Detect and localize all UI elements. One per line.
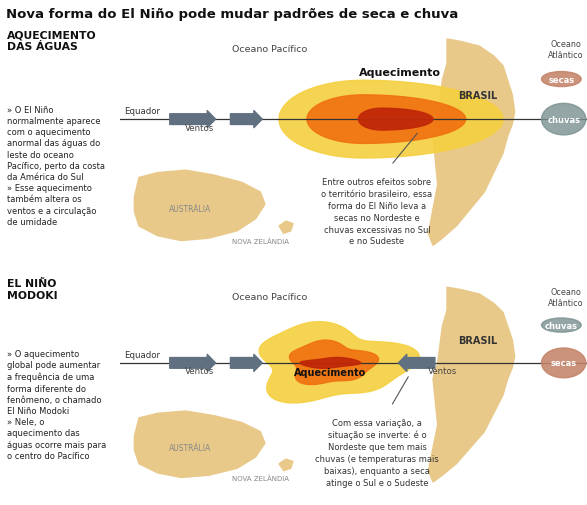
Text: NOVA ZELÂNDIA: NOVA ZELÂNDIA (232, 238, 289, 244)
Text: Oceano
Atlântico: Oceano Atlântico (548, 40, 584, 60)
Polygon shape (429, 40, 515, 246)
Polygon shape (279, 222, 293, 234)
Text: Oceano Pacífico: Oceano Pacífico (232, 45, 307, 54)
Polygon shape (279, 81, 503, 159)
Text: AUSTRÁLIA: AUSTRÁLIA (169, 443, 211, 452)
Text: secas: secas (548, 75, 575, 84)
Text: Oceano Pacífico: Oceano Pacífico (232, 292, 307, 301)
Text: Ventos: Ventos (185, 367, 214, 375)
Text: EL NIÑO
MODOKI: EL NIÑO MODOKI (7, 279, 58, 300)
Polygon shape (429, 288, 515, 482)
Polygon shape (300, 358, 360, 369)
Text: secas: secas (551, 359, 577, 368)
Text: AQUECIMENTO
DAS ÁGUAS: AQUECIMENTO DAS ÁGUAS (7, 30, 97, 52)
Text: Oceano
Atlântico: Oceano Atlântico (548, 288, 584, 308)
Text: Ventos: Ventos (428, 367, 457, 375)
Polygon shape (134, 171, 265, 241)
Text: chuvas: chuvas (545, 321, 578, 330)
Ellipse shape (541, 104, 586, 136)
Text: Equador: Equador (124, 107, 160, 116)
Text: NOVA ZELÂNDIA: NOVA ZELÂNDIA (232, 474, 289, 481)
Ellipse shape (541, 318, 581, 332)
Polygon shape (358, 109, 433, 131)
Text: Nova forma do El Niño pode mudar padrões de seca e chuva: Nova forma do El Niño pode mudar padrões… (6, 8, 458, 21)
Polygon shape (134, 411, 265, 478)
Text: Aquecimento: Aquecimento (359, 68, 441, 78)
Text: » O aquecimento
global pode aumentar
a frequência de uma
forma diferente do
fenô: » O aquecimento global pode aumentar a f… (7, 349, 106, 460)
Text: Ventos: Ventos (185, 124, 214, 133)
Text: Entre outros efeitos sobre
o território brasileiro, essa
forma do El Niño leva a: Entre outros efeitos sobre o território … (322, 178, 433, 246)
Polygon shape (307, 95, 465, 144)
Polygon shape (259, 322, 419, 403)
Ellipse shape (541, 348, 586, 378)
Ellipse shape (541, 72, 581, 87)
Text: chuvas: chuvas (547, 116, 580, 124)
Text: Aquecimento: Aquecimento (294, 368, 366, 378)
Text: BRASIL: BRASIL (458, 91, 497, 100)
Polygon shape (279, 459, 293, 471)
Polygon shape (289, 340, 379, 385)
Text: Com essa variação, a
situação se inverte: é o
Nordeste que tem mais
chuvas (e te: Com essa variação, a situação se inverte… (315, 418, 439, 487)
Text: » O El Niño
normalmente aparece
com o aquecimento
anormal das águas do
leste do : » O El Niño normalmente aparece com o aq… (7, 106, 105, 227)
Text: BRASIL: BRASIL (458, 335, 497, 345)
Text: Equador: Equador (124, 351, 160, 360)
Text: AUSTRÁLIA: AUSTRÁLIA (169, 205, 211, 214)
